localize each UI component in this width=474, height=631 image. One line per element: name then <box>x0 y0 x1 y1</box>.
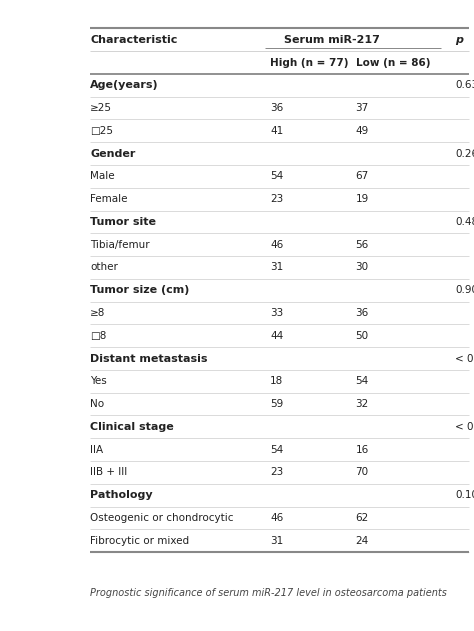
Text: Low (n = 86): Low (n = 86) <box>356 57 430 68</box>
Text: 23: 23 <box>270 194 283 204</box>
Text: 59: 59 <box>270 399 283 409</box>
Text: Age(years): Age(years) <box>90 80 159 90</box>
Text: 30: 30 <box>356 262 369 273</box>
Text: 54: 54 <box>270 172 283 181</box>
Text: No: No <box>90 399 104 409</box>
Text: Tumor site: Tumor site <box>90 217 156 227</box>
Text: IIB + III: IIB + III <box>90 468 128 478</box>
Text: 56: 56 <box>356 240 369 250</box>
Text: 37: 37 <box>356 103 369 113</box>
Text: ≥8: ≥8 <box>90 308 105 318</box>
Text: 0.90: 0.90 <box>455 285 474 295</box>
Text: 36: 36 <box>270 103 283 113</box>
Text: 49: 49 <box>356 126 369 136</box>
Text: 0.26: 0.26 <box>455 149 474 158</box>
Text: IIA: IIA <box>90 445 103 455</box>
Text: 70: 70 <box>356 468 369 478</box>
Text: 31: 31 <box>270 262 283 273</box>
Text: Yes: Yes <box>90 376 107 386</box>
Text: 0.63: 0.63 <box>455 80 474 90</box>
Text: 54: 54 <box>270 445 283 455</box>
Text: Tumor size (cm): Tumor size (cm) <box>90 285 190 295</box>
Text: 24: 24 <box>356 536 369 546</box>
Text: 31: 31 <box>270 536 283 546</box>
Text: Male: Male <box>90 172 115 181</box>
Text: □8: □8 <box>90 331 107 341</box>
Text: 32: 32 <box>356 399 369 409</box>
Text: 46: 46 <box>270 513 283 523</box>
Text: 46: 46 <box>270 240 283 250</box>
Text: 19: 19 <box>356 194 369 204</box>
Text: Gender: Gender <box>90 149 136 158</box>
Text: Female: Female <box>90 194 128 204</box>
Text: 50: 50 <box>356 331 369 341</box>
Text: ≥25: ≥25 <box>90 103 112 113</box>
Text: < 0.01: < 0.01 <box>455 422 474 432</box>
Text: 44: 44 <box>270 331 283 341</box>
Text: 16: 16 <box>356 445 369 455</box>
Text: Tibia/femur: Tibia/femur <box>90 240 150 250</box>
Text: Characteristic: Characteristic <box>90 35 177 45</box>
Text: 54: 54 <box>356 376 369 386</box>
Text: other: other <box>90 262 118 273</box>
Text: □25: □25 <box>90 126 113 136</box>
Text: Distant metastasis: Distant metastasis <box>90 353 208 363</box>
Text: p: p <box>455 35 463 45</box>
Text: 0.48: 0.48 <box>455 217 474 227</box>
Text: 36: 36 <box>356 308 369 318</box>
Text: < 0.01: < 0.01 <box>455 353 474 363</box>
Text: 62: 62 <box>356 513 369 523</box>
Text: 0.10: 0.10 <box>455 490 474 500</box>
Text: Clinical stage: Clinical stage <box>90 422 174 432</box>
Text: 18: 18 <box>270 376 283 386</box>
Text: Pathology: Pathology <box>90 490 153 500</box>
Text: Osteogenic or chondrocytic: Osteogenic or chondrocytic <box>90 513 234 523</box>
Text: 41: 41 <box>270 126 283 136</box>
Text: 23: 23 <box>270 468 283 478</box>
Text: 67: 67 <box>356 172 369 181</box>
Text: Prognostic significance of serum miR-217 level in osteosarcoma patients: Prognostic significance of serum miR-217… <box>90 588 447 598</box>
Text: 33: 33 <box>270 308 283 318</box>
Text: Fibrocytic or mixed: Fibrocytic or mixed <box>90 536 189 546</box>
Text: High (n = 77): High (n = 77) <box>270 57 349 68</box>
Text: Serum miR-217: Serum miR-217 <box>284 35 380 45</box>
